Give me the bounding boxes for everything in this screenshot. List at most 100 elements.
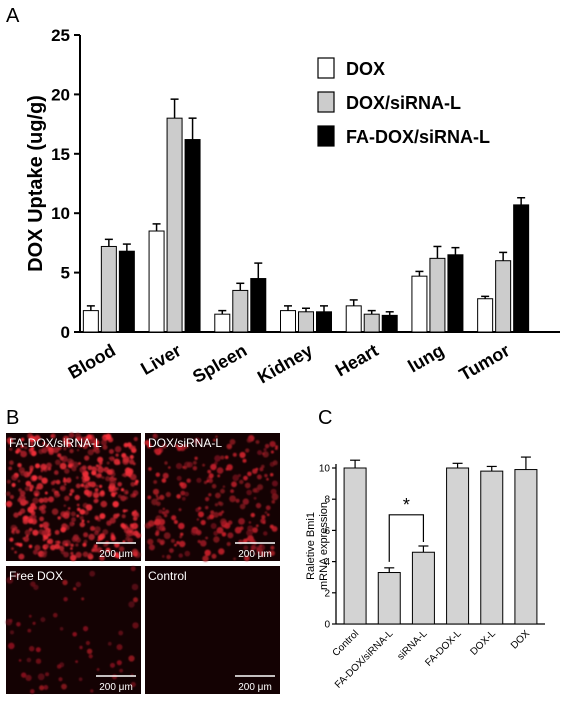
cell-dot (84, 455, 90, 461)
cell-dot (59, 462, 67, 470)
cell-dot (116, 644, 123, 651)
cell-dot (248, 521, 252, 524)
cell-dot (128, 601, 135, 608)
cell-dot (30, 442, 34, 447)
cell-dot (254, 552, 257, 556)
cell-dot (213, 511, 219, 518)
scale-bar-label: 200 μm (99, 549, 133, 560)
micrograph-label: FA-DOX/siRNA-L (9, 436, 102, 450)
cell-dot (75, 483, 81, 489)
cell-dot (19, 490, 26, 497)
cell-dot (125, 532, 131, 538)
cell-dot (214, 461, 218, 466)
micrograph-background (145, 566, 280, 694)
cell-dot (176, 541, 180, 545)
cell-dot (96, 668, 100, 671)
cell-dot (264, 511, 268, 514)
cell-dot (214, 503, 218, 507)
bar-fa-dox-sirna-l-kidney (316, 311, 332, 333)
cell-dot (222, 485, 226, 488)
cell-dot (255, 524, 259, 528)
cell-dot (190, 528, 198, 536)
cell-dot (263, 531, 268, 536)
cell-signal-layer (144, 433, 279, 562)
cell-dot (202, 555, 209, 562)
cell-dot (90, 526, 95, 531)
cell-dot (200, 540, 207, 547)
cell-dot (47, 538, 54, 545)
cell-dot (170, 538, 175, 543)
y-tick-label-a: 10 (51, 204, 70, 223)
cell-dot (32, 621, 36, 625)
cell-dot (64, 483, 67, 486)
cell-dot (20, 444, 24, 449)
cell-dot (70, 551, 74, 555)
cell-dot (227, 532, 234, 539)
cell-dot (67, 463, 72, 468)
cell-dot (75, 551, 82, 559)
y-tick-label-a: 20 (51, 85, 70, 104)
cell-dot (258, 544, 266, 551)
cell-dot (219, 501, 224, 507)
cell-dot (55, 479, 61, 485)
bar-sirna-l (411, 551, 435, 625)
cell-dot (176, 475, 182, 481)
cell-dot (55, 540, 58, 544)
cell-dot (274, 447, 278, 450)
y-tick-label-a: 15 (51, 145, 70, 164)
bar-dox-sirna-l-blood (100, 245, 117, 333)
bar-fa-dox-sirna-l-heart (381, 314, 398, 333)
micrograph-fa-dox-sirna-l: FA-DOX/siRNA-L 200 μm (5, 432, 141, 561)
cell-dot (113, 513, 119, 519)
cell-dot (263, 448, 267, 452)
cell-dot (208, 473, 214, 479)
cell-dot (45, 444, 50, 449)
cell-dot (243, 545, 249, 551)
cell-dot (147, 520, 155, 527)
scale-bar-label: 200 μm (99, 682, 133, 693)
cell-dot (208, 478, 213, 484)
cell-dot (93, 442, 98, 448)
cell-dot (202, 463, 206, 467)
bar-dox-sirna-l-tumor (495, 260, 512, 333)
cell-dot (112, 457, 115, 460)
cell-dot (48, 449, 54, 455)
cell-dot (22, 518, 29, 525)
cell-dot (34, 544, 41, 551)
cell-dot (87, 520, 90, 523)
cell-dot (110, 662, 115, 668)
cell-dot (120, 488, 125, 492)
cell-dot (250, 544, 256, 551)
cell-dot (198, 506, 202, 510)
cell-dot (179, 482, 184, 487)
cell-dot (54, 543, 61, 550)
cell-dot (262, 451, 269, 458)
cell-dot (133, 436, 138, 442)
micrograph-label: Control (148, 569, 187, 583)
cell-dot (175, 463, 183, 470)
cell-dot (254, 487, 260, 493)
cell-dot (161, 527, 166, 532)
cell-dot (194, 456, 198, 460)
cell-dot (18, 553, 25, 560)
cell-dot (106, 469, 113, 476)
cell-dot (163, 513, 168, 518)
cell-dot (221, 510, 225, 514)
cell-dot (155, 531, 160, 537)
cell-dot (182, 465, 186, 469)
cell-dot (269, 524, 274, 529)
y-tick-label-a: 25 (51, 26, 70, 45)
cell-dot (91, 466, 98, 473)
cell-dot (57, 516, 61, 520)
cell-dot (244, 555, 250, 562)
cell-dot (87, 449, 94, 456)
cell-dot (162, 511, 166, 515)
cell-signal-layer (5, 432, 141, 561)
micrograph-background (145, 433, 280, 561)
cell-dot (218, 512, 223, 516)
cell-dot (257, 450, 263, 456)
cell-dot (78, 436, 83, 441)
cell-dot (81, 465, 87, 471)
cell-dot (34, 435, 41, 442)
cell-dot (93, 446, 98, 450)
